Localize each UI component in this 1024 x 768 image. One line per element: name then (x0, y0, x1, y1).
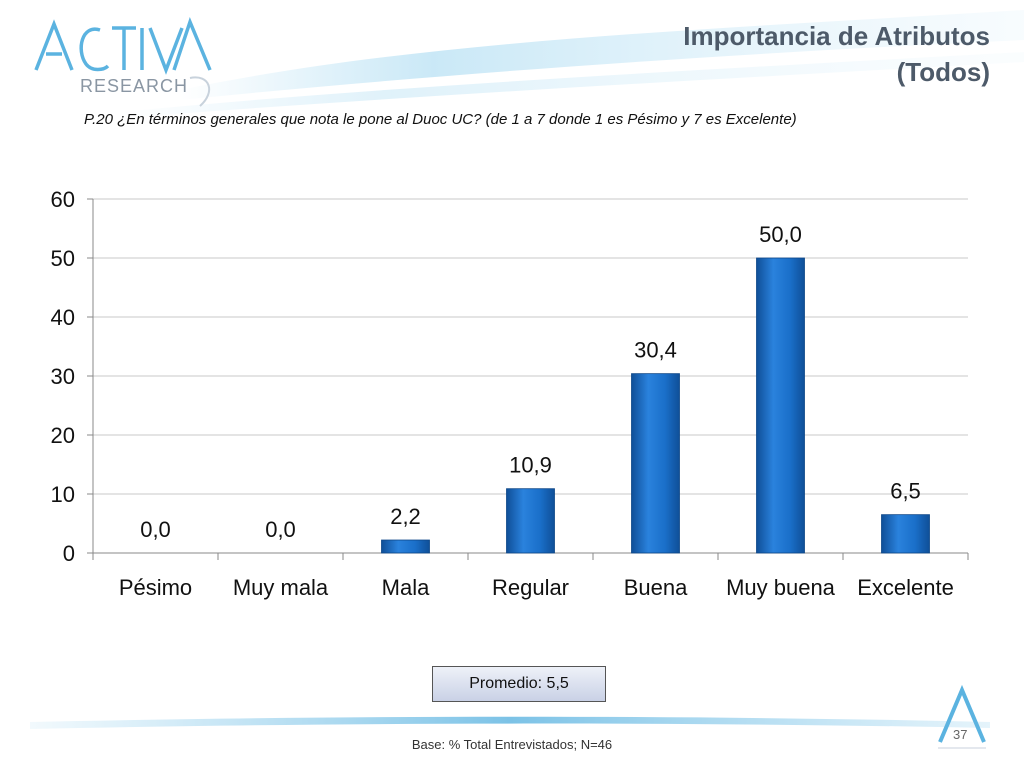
bars (381, 257, 930, 554)
data-label: 0,0 (140, 517, 171, 542)
data-label: 10,9 (509, 453, 552, 478)
x-tick-label: Regular (492, 575, 569, 600)
x-tick-label: Excelente (857, 575, 954, 600)
y-tick-label: 30 (51, 364, 75, 389)
bar (756, 257, 805, 554)
data-label: 2,2 (390, 504, 421, 529)
y-tick-label: 10 (51, 482, 75, 507)
y-axis-ticks: 0 10 20 30 40 50 60 (51, 187, 969, 566)
bar (381, 539, 430, 554)
data-label: 6,5 (890, 479, 921, 504)
page-number: 37 (953, 727, 968, 742)
question-text: P.20 ¿En términos generales que nota le … (84, 111, 797, 128)
x-axis-ticks: Pésimo Muy mala Mala Regular Buena Muy buena E… (119, 575, 954, 600)
promedio-box: Promedio: 5,5 (432, 666, 606, 702)
logo-sub: RESEARCH (80, 76, 188, 96)
title-line-1: Importancia de Atributos (683, 21, 990, 51)
base-note: Base: % Total Entrevistados; N=46 (411, 737, 613, 752)
data-labels: 0,0 0,0 2,2 10,9 30,4 50,0 6,5 (140, 222, 921, 542)
x-tick-label: Pésimo (119, 575, 192, 600)
footer-logo-icon (938, 684, 986, 749)
y-tick-label: 0 (63, 541, 75, 566)
bar (881, 514, 930, 554)
data-label: 0,0 (265, 517, 296, 542)
data-label: 30,4 (634, 338, 677, 363)
y-tick-label: 50 (51, 246, 75, 271)
bar (506, 488, 555, 554)
slide-title: Importancia de Atributos (Todos) (683, 18, 990, 90)
activa-logo: RESEARCH (34, 17, 212, 107)
bar (631, 373, 680, 554)
y-tick-label: 40 (51, 305, 75, 330)
x-tick-label: Muy mala (233, 575, 329, 600)
data-label: 50,0 (759, 222, 802, 247)
y-tick-label: 60 (51, 187, 75, 212)
x-tick-label: Mala (382, 575, 430, 600)
y-tick-label: 20 (51, 423, 75, 448)
x-tick-label: Buena (624, 575, 688, 600)
title-line-2: (Todos) (896, 57, 990, 87)
x-tick-label: Muy buena (726, 575, 836, 600)
